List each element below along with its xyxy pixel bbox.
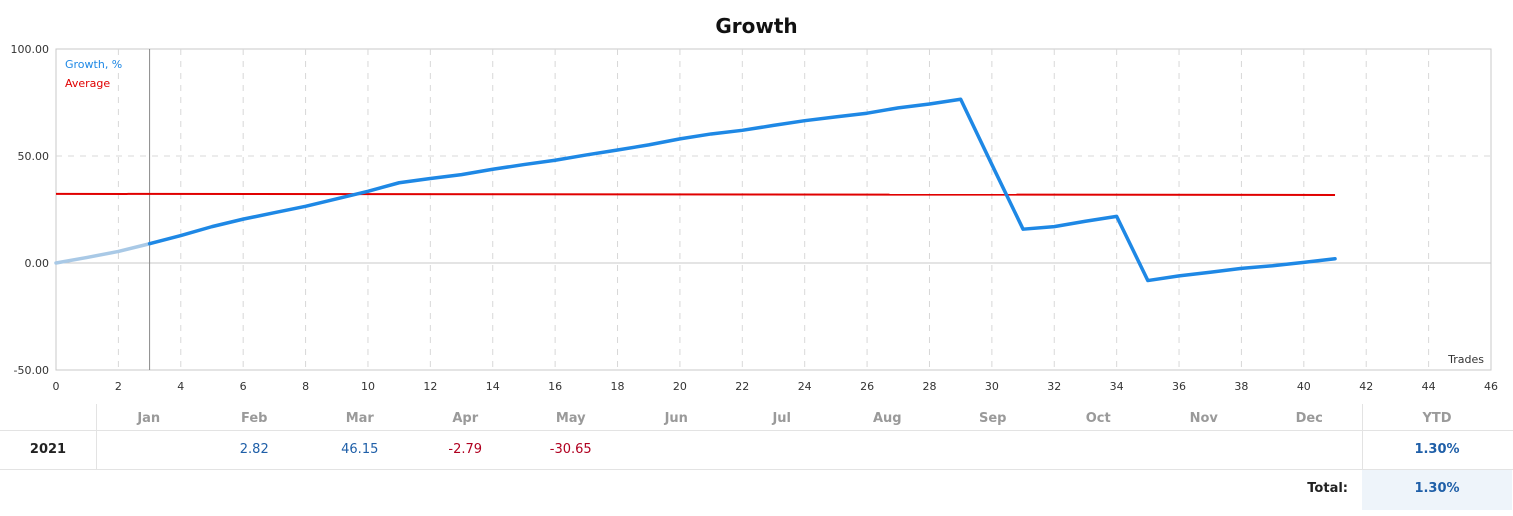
- month-header-feb: Feb: [241, 411, 268, 426]
- x-tick-label: 26: [860, 380, 874, 393]
- month-header-dec: Dec: [1295, 411, 1323, 426]
- average-line: [55, 192, 1336, 196]
- table-divider: [96, 404, 97, 469]
- x-tick-label: 38: [1234, 380, 1248, 393]
- x-tick-label: 14: [486, 380, 500, 393]
- month-header-sep: Sep: [979, 411, 1007, 426]
- x-tick-label: 44: [1422, 380, 1436, 393]
- y-tick-label: -50.00: [14, 364, 49, 377]
- growth-line-faded: [54, 241, 152, 265]
- month-header-aug: Aug: [872, 411, 902, 426]
- year-label: 2021: [29, 442, 67, 457]
- table-divider: [0, 430, 1513, 431]
- x-tick-label: 20: [673, 380, 687, 393]
- x-tick-label: 42: [1359, 380, 1373, 393]
- month-header-mar: Mar: [345, 411, 374, 426]
- total-cell-background: [1362, 470, 1512, 510]
- x-tick-label: 22: [735, 380, 749, 393]
- table-divider: [0, 469, 1513, 470]
- growth-line: [147, 97, 1337, 283]
- month-header-may: May: [555, 411, 586, 426]
- x-tick-label: 34: [1110, 380, 1124, 393]
- x-tick-label: 8: [302, 380, 309, 393]
- plot-frame: [55, 48, 1492, 371]
- x-tick-label: 30: [985, 380, 999, 393]
- y-tick-label: 0.00: [25, 257, 50, 270]
- x-tick-label: 0: [53, 380, 60, 393]
- month-header-jan: Jan: [137, 411, 161, 426]
- total-value: 1.30%: [1414, 481, 1460, 496]
- ytd-value: 1.30%: [1414, 442, 1460, 457]
- month-header-jun: Jun: [664, 411, 688, 426]
- total-label: Total:: [1307, 481, 1348, 496]
- x-tick-label: 32: [1047, 380, 1061, 393]
- month-header-oct: Oct: [1085, 411, 1111, 426]
- month-value-feb: 2.82: [239, 442, 269, 457]
- x-tick-label: 10: [361, 380, 375, 393]
- x-tick-label: 46: [1484, 380, 1498, 393]
- month-header-jul: Jul: [772, 411, 792, 426]
- month-header-apr: Apr: [452, 411, 479, 426]
- chart-title: Growth: [715, 14, 798, 38]
- growth-chart: 0 2 4 6 8 10 12 14 16 18 20 22 24 26 28 30 32 34 36 38 40 42 4…: [11, 43, 1499, 393]
- legend-growth: Growth, %: [65, 58, 122, 71]
- x-tick-label: 2: [115, 380, 122, 393]
- x-tick-label: 16: [548, 380, 562, 393]
- x-tick-label: 6: [240, 380, 247, 393]
- month-header-nov: Nov: [1189, 411, 1218, 426]
- month-value-apr: -2.79: [448, 442, 483, 457]
- y-tick-label: 100.00: [11, 43, 50, 56]
- x-tick-label: 28: [922, 380, 936, 393]
- x-tick-label: 40: [1297, 380, 1311, 393]
- x-tick-label: 12: [423, 380, 437, 393]
- ytd-header: YTD: [1422, 411, 1452, 426]
- x-tick-label: 24: [798, 380, 812, 393]
- month-value-mar: 46.15: [341, 442, 379, 457]
- x-tick-label: 36: [1172, 380, 1186, 393]
- y-tick-label: 50.00: [18, 150, 50, 163]
- x-tick-label: 18: [611, 380, 625, 393]
- table-divider: [1362, 404, 1363, 510]
- legend-average: Average: [65, 77, 110, 90]
- monthly-table: Jan Feb Mar Apr May Jun Jul Aug Sep Oct Nov Dec 202…: [0, 404, 1513, 516]
- month-value-may: -30.65: [549, 442, 592, 457]
- x-tick-label: 4: [177, 380, 184, 393]
- x-axis-label: Trades: [1447, 353, 1484, 366]
